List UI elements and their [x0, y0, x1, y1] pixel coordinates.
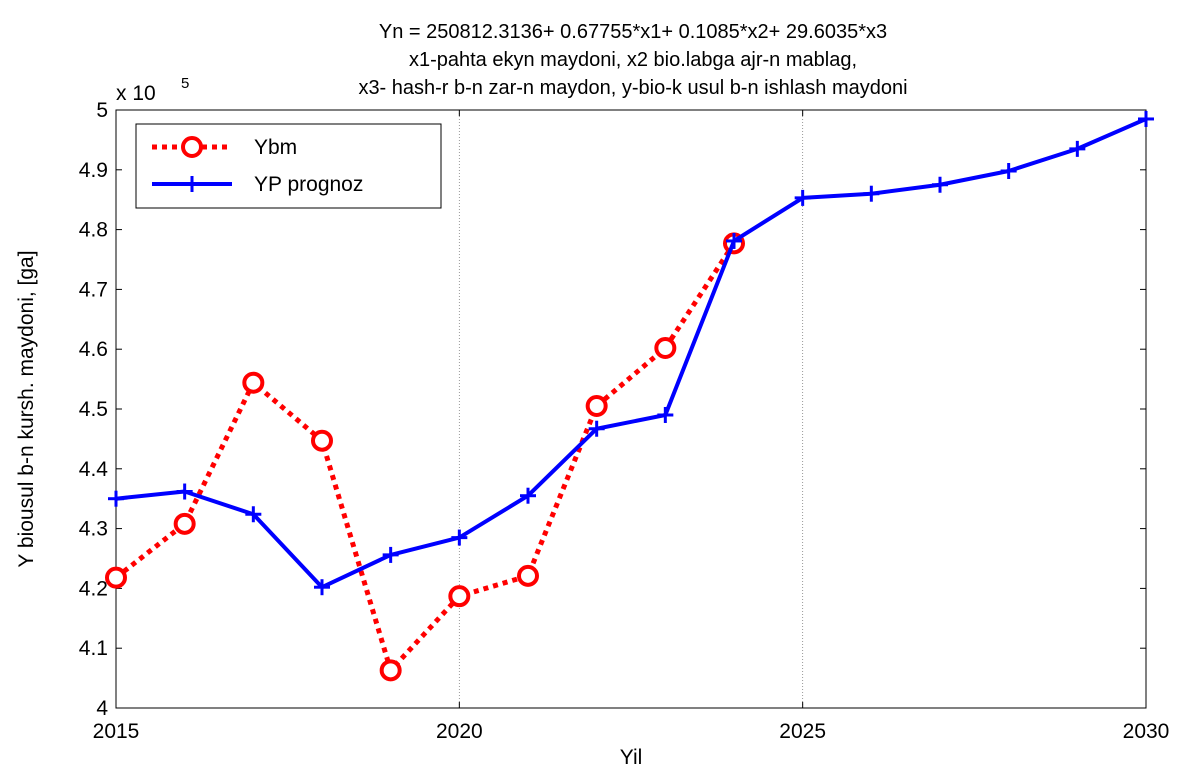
legend-label: YP prognoz	[254, 173, 363, 196]
y-tick-label: 4.1	[79, 637, 108, 660]
data-point	[1138, 110, 1154, 127]
x-tick-label: 2025	[779, 720, 826, 743]
y-tick-label: 4.9	[79, 159, 108, 182]
data-point	[794, 189, 811, 206]
y-tick-label: 4.6	[79, 338, 108, 361]
data-point	[726, 232, 742, 249]
series-ybm	[105, 232, 745, 682]
data-point	[176, 483, 193, 500]
y-axis-exponent-base: x 10	[116, 82, 156, 105]
data-point	[588, 420, 605, 437]
series-yp-prognoz	[108, 110, 1154, 596]
data-point	[657, 406, 674, 423]
data-point	[654, 337, 677, 360]
data-point	[1069, 140, 1086, 157]
chart-title-line-2: x1-pahta ekyn maydoni, x2 bio.labga ajr-…	[409, 49, 857, 71]
y-tick-label: 4.5	[79, 398, 108, 421]
data-point	[382, 546, 399, 563]
y-axis-tick-labels: 4 4.1 4.2 4.3 4.4 4.5 4.6 4.7 4.8 4.9 5	[79, 99, 109, 720]
data-point	[448, 585, 471, 608]
legend-label: Ybm	[254, 136, 297, 159]
data-point	[585, 395, 608, 418]
x-tick-label: 2015	[93, 720, 140, 743]
series-line	[115, 117, 1147, 590]
data-point	[242, 371, 265, 394]
chart-title: Yn = 250812.3136+ 0.67755*x1+ 0.1085*x2+…	[358, 21, 907, 99]
data-point	[520, 487, 536, 504]
plot-area	[115, 109, 1147, 709]
data-point	[108, 490, 124, 507]
data-point	[451, 529, 468, 546]
legend-marker	[181, 136, 203, 158]
legend-marker	[184, 176, 200, 192]
data-point	[1000, 162, 1017, 179]
x-axis-tick-labels: 2015 2020 2025 2030	[93, 720, 1170, 743]
y-tick-label: 5	[96, 99, 108, 122]
y-tick-label: 4.2	[79, 577, 108, 600]
x-axis-label: Yil	[620, 746, 643, 769]
data-point	[379, 659, 402, 682]
data-point	[311, 429, 333, 452]
data-point	[105, 566, 127, 589]
y-axis-label: Y biousul b-n kursh. maydoni, [ga]	[15, 250, 38, 567]
data-point	[314, 579, 330, 596]
data-point	[863, 185, 880, 202]
y-tick-label: 4	[96, 697, 108, 720]
series-line	[114, 241, 737, 673]
data-point	[932, 176, 948, 193]
y-tick-label: 4.3	[79, 518, 108, 541]
y-tick-label: 4.4	[79, 458, 109, 481]
legend: Ybm YP prognoz	[135, 123, 442, 209]
series-layer	[105, 110, 1154, 682]
y-axis-exponent-label: x 10 5	[116, 75, 189, 105]
y-tick-label: 4.7	[79, 278, 108, 301]
chart-title-line-3: x3- hash-r b-n zar-n maydon, y-bio-k usu…	[358, 77, 907, 99]
x-tick-label: 2030	[1123, 720, 1170, 743]
data-point	[517, 564, 539, 587]
y-axis-exponent-power: 5	[181, 75, 189, 92]
data-point	[173, 512, 196, 535]
chart-title-line-1: Yn = 250812.3136+ 0.67755*x1+ 0.1085*x2+…	[379, 21, 887, 43]
x-tick-label: 2020	[436, 720, 483, 743]
legend-entry: Ybm	[152, 136, 297, 159]
y-tick-label: 4.8	[79, 219, 108, 242]
grid-lines	[458, 110, 804, 708]
data-point	[245, 506, 262, 523]
legend-entry: YP prognoz	[152, 173, 363, 196]
